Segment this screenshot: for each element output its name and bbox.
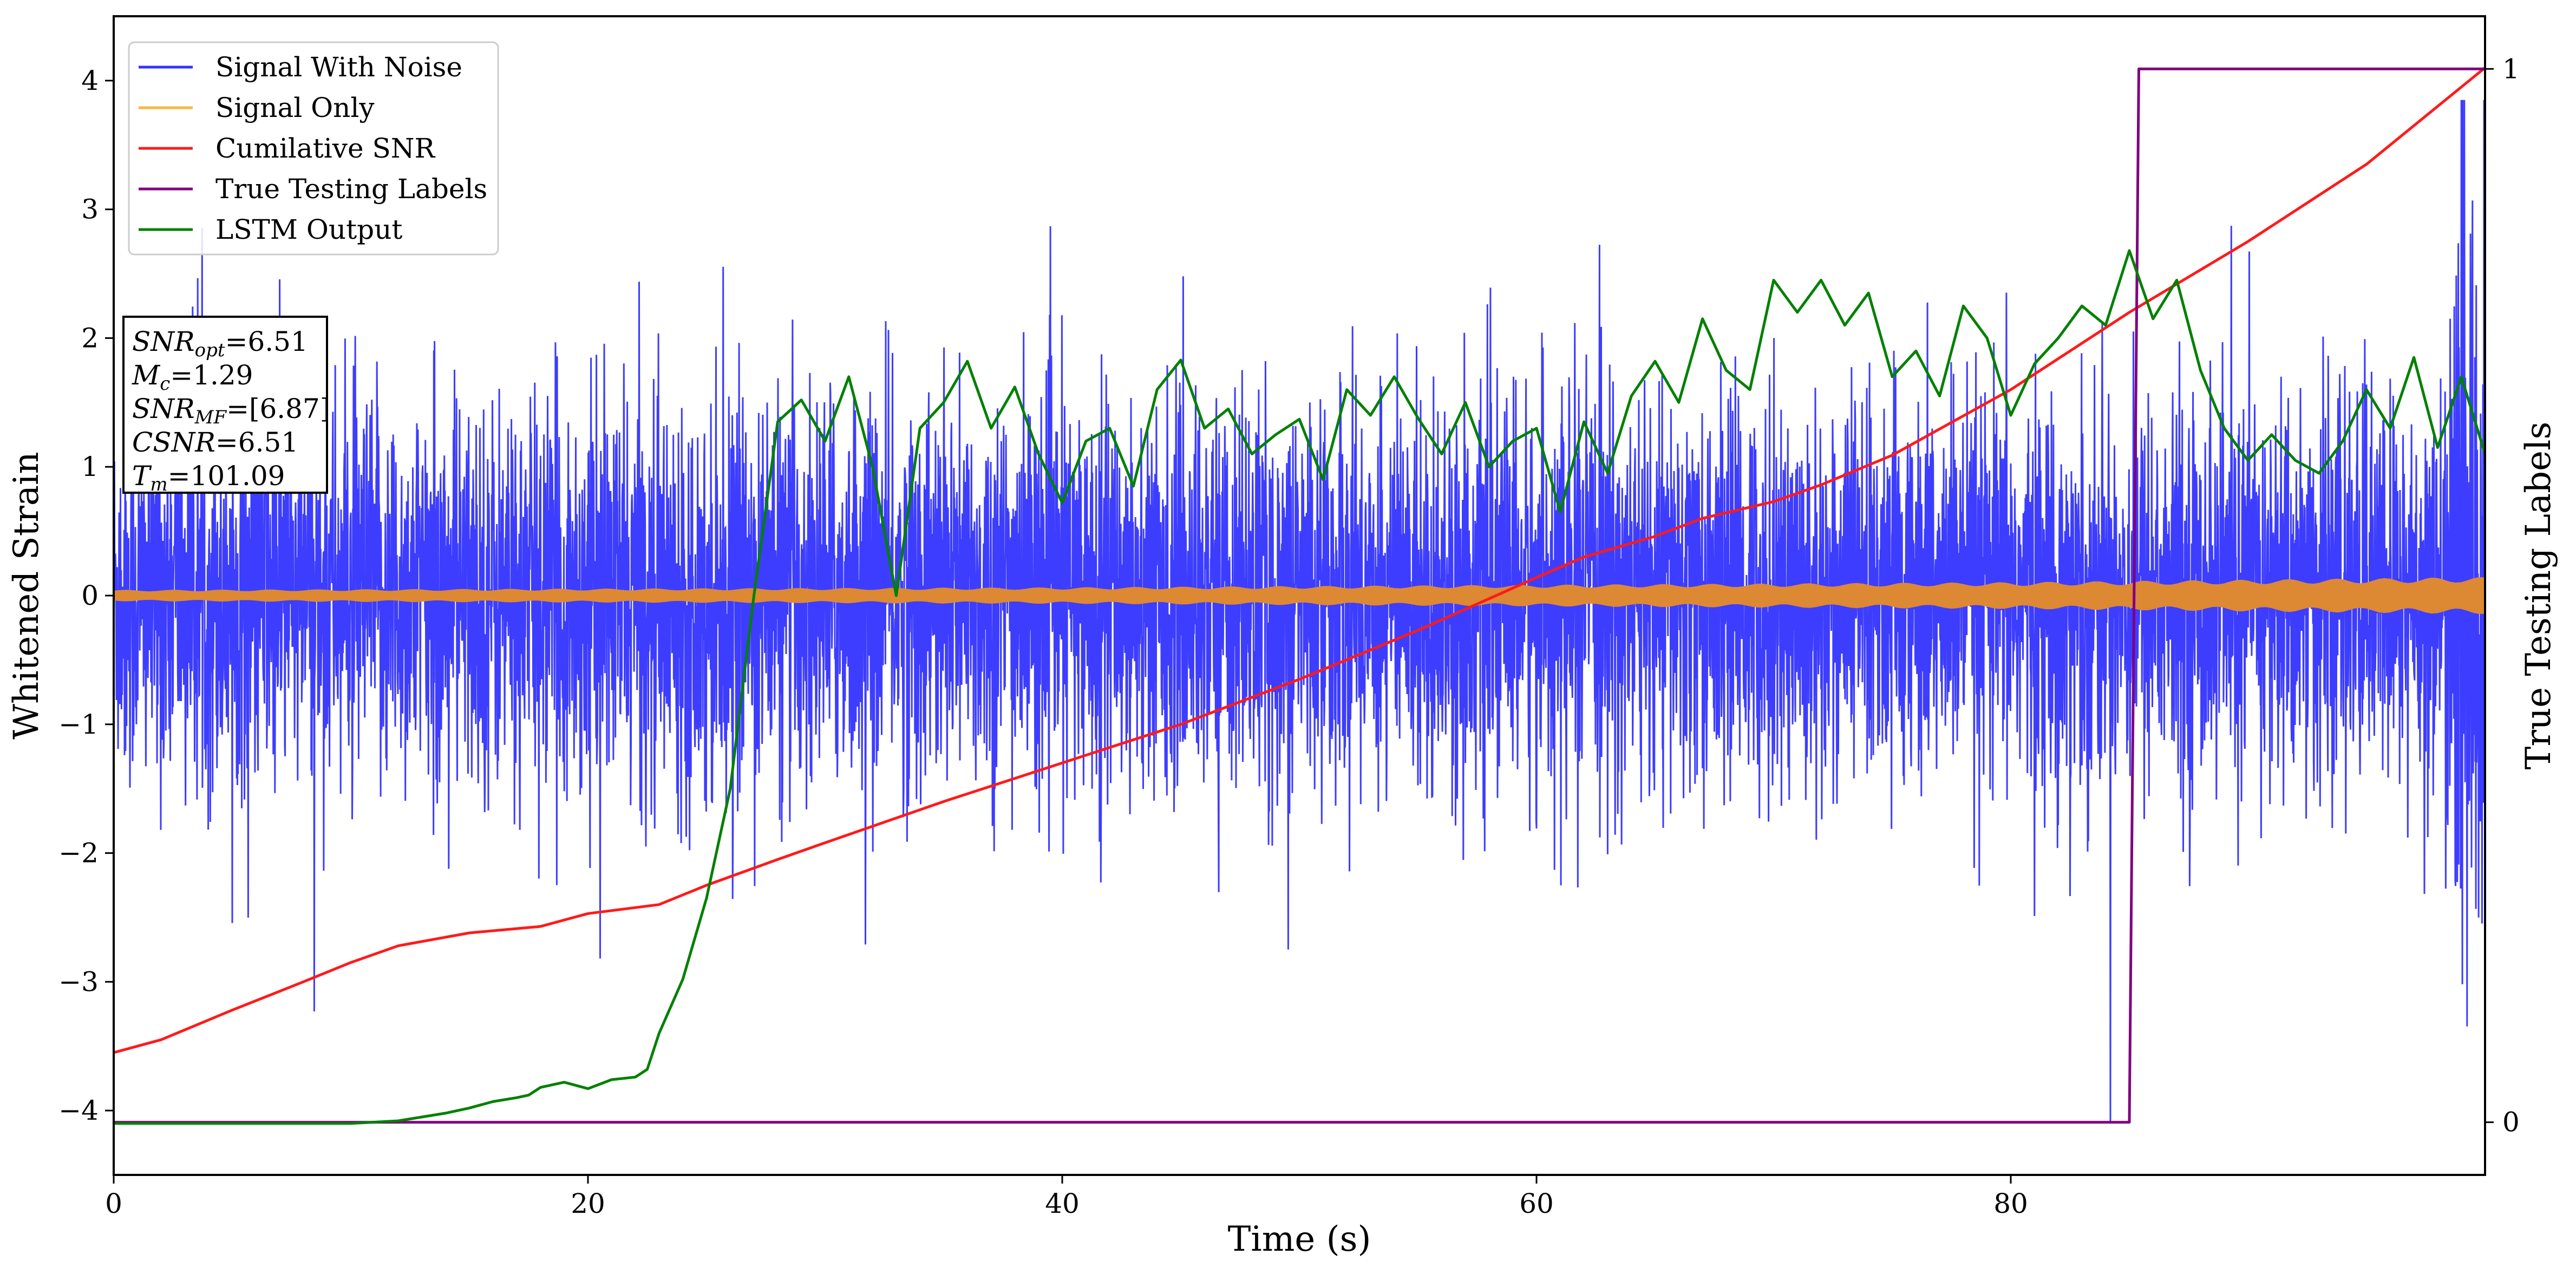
y-tick-label: 3 bbox=[81, 194, 99, 225]
info-snr-opt: SNRopt=6.51 bbox=[132, 326, 308, 361]
legend-label: Cumilative SNR bbox=[215, 133, 435, 164]
x-tick-label: 40 bbox=[1045, 1188, 1080, 1219]
legend-label: Signal Only bbox=[215, 92, 375, 123]
x-axis-label: Time (s) bbox=[1228, 1219, 1371, 1259]
plot-area bbox=[114, 67, 2485, 1125]
x-tick-label: 20 bbox=[571, 1188, 605, 1219]
y2-tick-label: 0 bbox=[2502, 1107, 2520, 1138]
legend-label: Signal With Noise bbox=[215, 51, 462, 83]
x-tick-label: 80 bbox=[1993, 1188, 2028, 1219]
legend-label: LSTM Output bbox=[215, 214, 402, 245]
y-tick-label: 2 bbox=[81, 322, 99, 354]
y-tick-label: 4 bbox=[81, 65, 99, 96]
legend-label: True Testing Labels bbox=[215, 173, 487, 205]
x-tick-label: 60 bbox=[1519, 1188, 1554, 1219]
info-snr-mf: SNRMF=[6.87] bbox=[132, 393, 330, 428]
y-tick-label: −1 bbox=[58, 709, 99, 740]
y-tick-label: −3 bbox=[58, 966, 99, 997]
y-tick-label: −4 bbox=[58, 1095, 99, 1126]
info-box-frame bbox=[122, 316, 328, 494]
x-tick-label: 0 bbox=[105, 1188, 122, 1219]
info-box: SNRopt=6.51 Mc=1.29 SNRMF=[6.87] CSNR=6.… bbox=[122, 316, 330, 495]
series-signal-only bbox=[114, 577, 2485, 615]
series-layer bbox=[114, 67, 2485, 1125]
series-signal-with-noise bbox=[114, 100, 2485, 1123]
info-tm: Tm=101.09 bbox=[132, 460, 285, 495]
y-tick-label: −2 bbox=[58, 838, 99, 869]
y-tick-label: 1 bbox=[81, 451, 99, 482]
y-axis-label: Whitened Strain bbox=[6, 452, 47, 739]
info-mc: Mc=1.29 bbox=[132, 360, 253, 395]
y2-axis-label: True Testing Labels bbox=[2519, 422, 2559, 770]
series-cumilative-snr bbox=[114, 67, 2485, 1054]
y2-tick-label: 1 bbox=[2502, 53, 2520, 84]
series-lstm-output bbox=[114, 249, 2485, 1125]
info-csnr: CSNR=6.51 bbox=[132, 427, 298, 458]
series-true-testing-labels bbox=[114, 67, 2485, 1124]
y-tick-label: 0 bbox=[81, 580, 99, 611]
legend: Signal With Noise Signal Only Cumilative S… bbox=[128, 41, 499, 256]
legend-box bbox=[128, 41, 499, 256]
